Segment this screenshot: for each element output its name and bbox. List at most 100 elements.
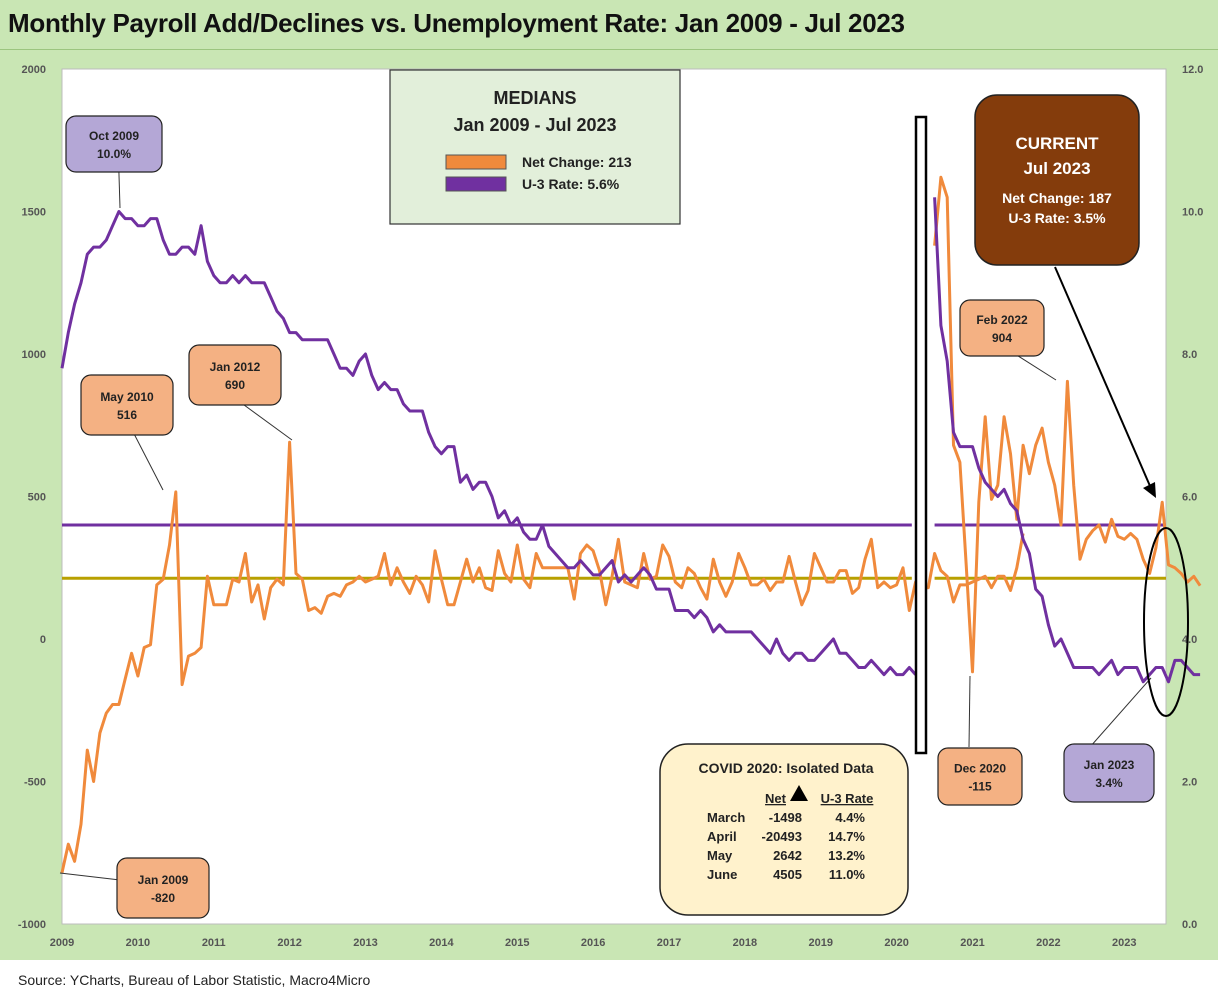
callout-label: May 2010 xyxy=(100,390,154,404)
u3-rate-line xyxy=(933,197,1201,684)
callout-label: Dec 2020 xyxy=(954,762,1006,776)
callout-box xyxy=(116,857,210,919)
x-tick-label: 2023 xyxy=(1112,937,1136,949)
x-tick-label: 2013 xyxy=(353,937,377,949)
y-left-tick-label: -1000 xyxy=(18,919,46,931)
callout-label: Oct 2009 xyxy=(89,129,139,143)
medians-heading: MEDIANS xyxy=(493,88,576,108)
y-left-axis: -1000 -500 0 500 1000 1500 2000 xyxy=(18,64,46,931)
x-tick-label: 2017 xyxy=(657,937,681,949)
chart-title: Monthly Payroll Add/Declines vs. Unemplo… xyxy=(8,8,905,38)
current-period: Jul 2023 xyxy=(1023,159,1090,178)
covid-col-net: Net xyxy=(765,791,787,806)
x-tick-label: 2009 xyxy=(50,937,74,949)
u3-rate-line xyxy=(60,210,917,677)
covid-rate: 4.4% xyxy=(835,810,865,825)
callout-value: 690 xyxy=(225,378,245,392)
y-right-tick-label: 6.0 xyxy=(1182,492,1197,504)
covid-net: -20493 xyxy=(762,829,802,844)
y-left-tick-label: 1500 xyxy=(22,207,46,219)
x-tick-label: 2010 xyxy=(126,937,150,949)
current-net-change: Net Change: 187 xyxy=(1002,190,1112,206)
callout-label: Jan 2012 xyxy=(210,360,261,374)
callout-value: -115 xyxy=(968,780,992,794)
callout-box xyxy=(188,344,282,406)
callout-box xyxy=(1063,743,1155,803)
covid-box-bg xyxy=(659,743,909,916)
covid-month: March xyxy=(707,810,745,825)
covid-month: June xyxy=(707,867,737,882)
covid-row: March -1498 4.4% xyxy=(707,810,865,825)
y-left-tick-label: -500 xyxy=(24,777,46,789)
sort-triangle-icon xyxy=(790,785,808,801)
callout-label: Feb 2022 xyxy=(976,313,1028,327)
medians-legend: MEDIANS Jan 2009 - Jul 2023 Net Change: 21… xyxy=(389,69,681,225)
callout-leader-line xyxy=(239,401,293,441)
x-tick-label: 2012 xyxy=(277,937,301,949)
y-right-tick-label: 4.0 xyxy=(1182,634,1197,646)
legend-label-net: Net Change: 213 xyxy=(522,154,632,170)
y-left-tick-label: 500 xyxy=(28,492,46,504)
y-right-tick-label: 10.0 xyxy=(1182,207,1203,219)
callout-box xyxy=(80,374,174,436)
legend-swatch-u3 xyxy=(445,176,507,192)
x-tick-label: 2020 xyxy=(884,937,908,949)
callout-leader-line xyxy=(1014,353,1057,381)
x-tick-label: 2021 xyxy=(960,937,984,949)
covid-net: 4505 xyxy=(773,867,802,882)
payroll-net-change-line xyxy=(60,440,1025,874)
callout-box xyxy=(959,299,1045,357)
callout-value: 10.0% xyxy=(97,147,131,161)
medians-box xyxy=(389,69,681,225)
latest-highlight-ellipse xyxy=(1143,527,1189,717)
y-left-tick-label: 0 xyxy=(40,634,46,646)
callout-leader-line xyxy=(59,872,121,881)
covid-net: 2642 xyxy=(773,848,802,863)
callout-value: 516 xyxy=(117,408,137,422)
covid-rate: 14.7% xyxy=(828,829,865,844)
callout-box xyxy=(937,747,1023,806)
y-right-tick-label: 8.0 xyxy=(1182,349,1197,361)
callout-feb2022: Feb 2022 904 xyxy=(959,299,1045,357)
callout-value: -820 xyxy=(151,891,175,905)
legend-swatch-net xyxy=(445,154,507,170)
x-tick-label: 2019 xyxy=(809,937,833,949)
x-tick-label: 2016 xyxy=(581,937,605,949)
y-right-axis: 0.0 2.0 4.0 6.0 8.0 10.0 12.0 xyxy=(1182,64,1203,931)
covid-data-box: COVID 2020: Isolated Data Net U-3 Rate Marc… xyxy=(659,743,909,916)
callout-leader-line xyxy=(968,675,971,748)
callout-jan2012: Jan 2012 690 xyxy=(188,344,282,406)
current-arrow-head xyxy=(1143,482,1156,498)
current-arrow-line xyxy=(1054,266,1151,487)
callout-label: Jan 2009 xyxy=(138,873,189,887)
covid-month: May xyxy=(707,848,733,863)
medians-period: Jan 2009 - Jul 2023 xyxy=(453,115,616,135)
covid-title: COVID 2020: Isolated Data xyxy=(698,760,873,776)
y-right-tick-label: 12.0 xyxy=(1182,64,1203,76)
callout-leader-line xyxy=(129,425,164,491)
y-left-tick-label: 2000 xyxy=(22,64,46,76)
callout-value: 904 xyxy=(992,331,1012,345)
callout-oct2009: Oct 2009 10.0% xyxy=(65,115,163,173)
legend-label-u3: U-3 Rate: 5.6% xyxy=(522,176,620,192)
y-right-tick-label: 2.0 xyxy=(1182,777,1197,789)
x-axis: 2009 2010 2011 2012 2013 2014 2015 2016 2017 2018… xyxy=(50,937,1137,949)
x-tick-label: 2015 xyxy=(505,937,529,949)
callout-label: Jan 2023 xyxy=(1084,758,1135,772)
y-left-tick-label: 1000 xyxy=(22,349,46,361)
callout-value: 3.4% xyxy=(1095,776,1123,790)
covid-month: April xyxy=(707,829,737,844)
y-right-tick-label: 0.0 xyxy=(1182,919,1197,931)
current-box: CURRENT Jul 2023 Net Change: 187 U-3 Rate: … xyxy=(974,94,1140,266)
x-tick-label: 2014 xyxy=(429,937,454,949)
covid-gap-marker xyxy=(914,115,928,755)
callout-jan2009: Jan 2009 -820 xyxy=(116,857,210,919)
current-box-bg xyxy=(974,94,1140,266)
covid-row: April -20493 14.7% xyxy=(707,829,865,844)
covid-rate: 11.0% xyxy=(829,867,866,882)
source-note: Source: YCharts, Bureau of Labor Statist… xyxy=(18,972,371,988)
covid-row: May 2642 13.2% xyxy=(707,848,865,863)
covid-net: -1498 xyxy=(769,810,802,825)
current-heading: CURRENT xyxy=(1015,134,1099,153)
